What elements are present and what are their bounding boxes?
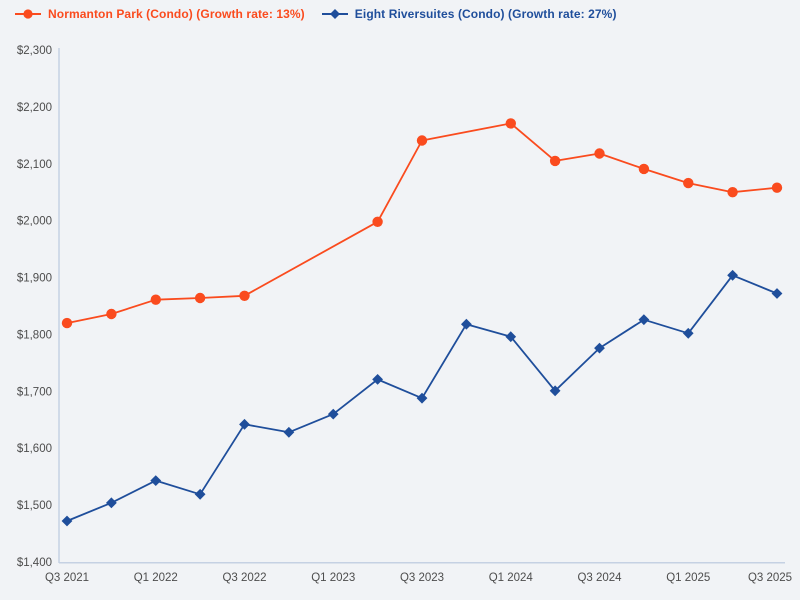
y-axis-tick-label: $1,400 <box>17 557 52 569</box>
legend-label-eight-riversuites: Eight Riversuites (Condo) (Growth rate: … <box>354 7 617 21</box>
y-axis-tick-label: $1,500 <box>17 500 52 512</box>
x-axis-tick-label: Q1 2023 <box>311 572 355 584</box>
data-point-eight-riversuites-condo[interactable] <box>372 374 383 385</box>
y-axis-tick-label: $2,300 <box>17 45 52 57</box>
data-point-normanton-park-condo[interactable] <box>594 148 605 159</box>
legend-label-normanton-park: Normanton Park (Condo) (Growth rate: 13%… <box>48 7 305 21</box>
data-point-eight-riversuites-condo[interactable] <box>771 288 783 299</box>
data-point-normanton-park-condo[interactable] <box>416 135 428 146</box>
data-point-eight-riversuites-condo[interactable] <box>283 426 295 438</box>
x-axis-tick-label: Q3 2025 <box>748 572 792 584</box>
x-axis-tick-label: Q1 2022 <box>134 572 178 584</box>
data-point-eight-riversuites-condo[interactable] <box>194 488 206 500</box>
y-axis-tick-label: $2,000 <box>17 216 52 228</box>
chart-legend: Normanton Park (Condo) (Growth rate: 13%… <box>15 7 617 21</box>
data-point-normanton-park-condo[interactable] <box>771 182 783 193</box>
line-circle-marker-icon <box>15 8 41 20</box>
y-axis-tick-label: $1,900 <box>17 273 52 285</box>
data-point-normanton-park-condo[interactable] <box>727 187 738 198</box>
data-point-eight-riversuites-condo[interactable] <box>416 392 428 404</box>
x-axis-tick-label: Q3 2024 <box>577 572 622 584</box>
legend-item-eight-riversuites[interactable]: Eight Riversuites (Condo) (Growth rate: … <box>321 7 617 21</box>
data-point-eight-riversuites-condo[interactable] <box>327 408 339 420</box>
y-axis-tick-label: $1,800 <box>17 329 52 341</box>
data-point-normanton-park-condo[interactable] <box>194 292 206 304</box>
x-axis-tick-label: Q3 2023 <box>400 572 444 584</box>
data-point-eight-riversuites-condo[interactable] <box>61 515 73 527</box>
data-point-normanton-park-condo[interactable] <box>239 290 250 301</box>
x-axis-tick-label: Q3 2021 <box>45 572 89 584</box>
y-axis-tick-label: $2,100 <box>17 159 52 171</box>
y-axis-tick-label: $2,200 <box>17 102 52 114</box>
data-point-eight-riversuites-condo[interactable] <box>239 418 250 430</box>
data-point-eight-riversuites-condo[interactable] <box>638 314 650 326</box>
data-point-eight-riversuites-condo[interactable] <box>505 331 517 343</box>
data-point-eight-riversuites-condo[interactable] <box>549 385 561 397</box>
x-axis-tick-label: Q3 2022 <box>222 572 266 584</box>
data-point-eight-riversuites-condo[interactable] <box>682 327 694 339</box>
data-point-eight-riversuites-condo[interactable] <box>727 269 738 281</box>
data-point-normanton-park-condo[interactable] <box>61 317 73 329</box>
data-point-normanton-park-condo[interactable] <box>372 216 383 227</box>
data-point-normanton-park-condo[interactable] <box>549 155 561 167</box>
data-point-eight-riversuites-condo[interactable] <box>150 475 162 486</box>
data-point-eight-riversuites-condo[interactable] <box>594 342 605 354</box>
data-point-normanton-park-condo[interactable] <box>638 163 650 175</box>
data-point-eight-riversuites-condo[interactable] <box>461 318 472 330</box>
data-point-normanton-park-condo[interactable] <box>683 177 694 189</box>
y-axis-tick-label: $1,700 <box>17 386 52 398</box>
legend-item-normanton-park[interactable]: Normanton Park (Condo) (Growth rate: 13%… <box>15 7 305 21</box>
y-axis-tick-label: $1,600 <box>17 443 52 455</box>
data-point-normanton-park-condo[interactable] <box>106 308 117 320</box>
data-point-normanton-park-condo[interactable] <box>150 294 161 305</box>
x-axis-tick-label: Q1 2025 <box>666 572 710 584</box>
data-point-normanton-park-condo[interactable] <box>505 118 516 129</box>
data-point-eight-riversuites-condo[interactable] <box>106 497 117 509</box>
x-axis-tick-label: Q1 2024 <box>489 572 534 584</box>
series-line-normanton-park-condo <box>66 122 778 325</box>
line-diamond-marker-icon <box>321 8 348 20</box>
